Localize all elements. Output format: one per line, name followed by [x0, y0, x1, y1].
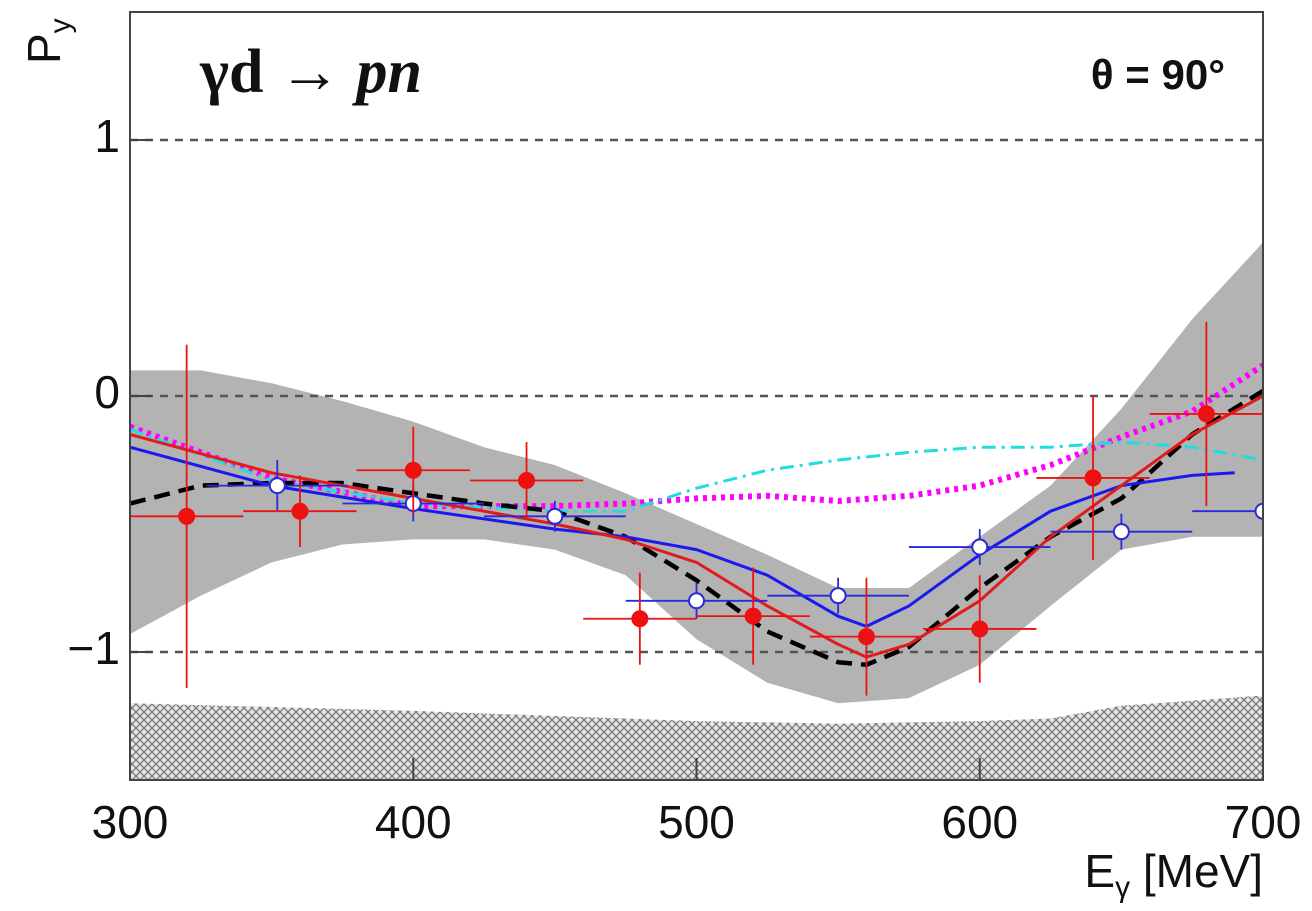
y-tick-label: 0 [94, 366, 120, 418]
data-point [688, 592, 705, 610]
x-tick-label: 600 [941, 796, 1018, 848]
data-point [857, 628, 875, 646]
data-point [829, 587, 847, 605]
model-curve [130, 394, 1263, 659]
model-curve [130, 427, 1263, 513]
data-point [1112, 523, 1130, 541]
data-point [1084, 469, 1102, 487]
x-tick-label: 300 [92, 796, 169, 848]
x-axis-label: Eγ [MeV] [1084, 845, 1263, 904]
x-tick-label: 400 [375, 796, 452, 848]
label-part: [MeV] [1130, 845, 1263, 897]
title-part: γd → [199, 38, 356, 106]
plot-area [130, 138, 1263, 780]
data-point [178, 507, 196, 525]
y-axis-label: Py [18, 18, 77, 64]
label-part: γ [1115, 871, 1130, 904]
reaction-title: γd → pn⃗ [199, 38, 470, 106]
angle-annotation: θ = 90° [1091, 51, 1225, 98]
data-point [971, 620, 989, 638]
y-tick-label: −1 [68, 622, 120, 674]
data-point [268, 477, 286, 495]
data-point [1197, 405, 1215, 423]
data-point [546, 507, 564, 525]
x-tick-label: 500 [658, 796, 735, 848]
data-point [1254, 502, 1263, 520]
data-point [971, 538, 989, 556]
label-part: E [1084, 845, 1115, 897]
data-point [404, 461, 422, 479]
data-point [631, 610, 649, 628]
data-point [744, 607, 762, 625]
data-point [291, 502, 309, 520]
title-part: pn⃗ [351, 38, 470, 106]
y-tick-label: 1 [94, 110, 120, 162]
label-part: P [18, 33, 70, 64]
label-part: y [44, 18, 77, 33]
x-tick-label: 700 [1225, 796, 1302, 848]
data-point [518, 471, 536, 489]
model-curve [130, 445, 1235, 628]
